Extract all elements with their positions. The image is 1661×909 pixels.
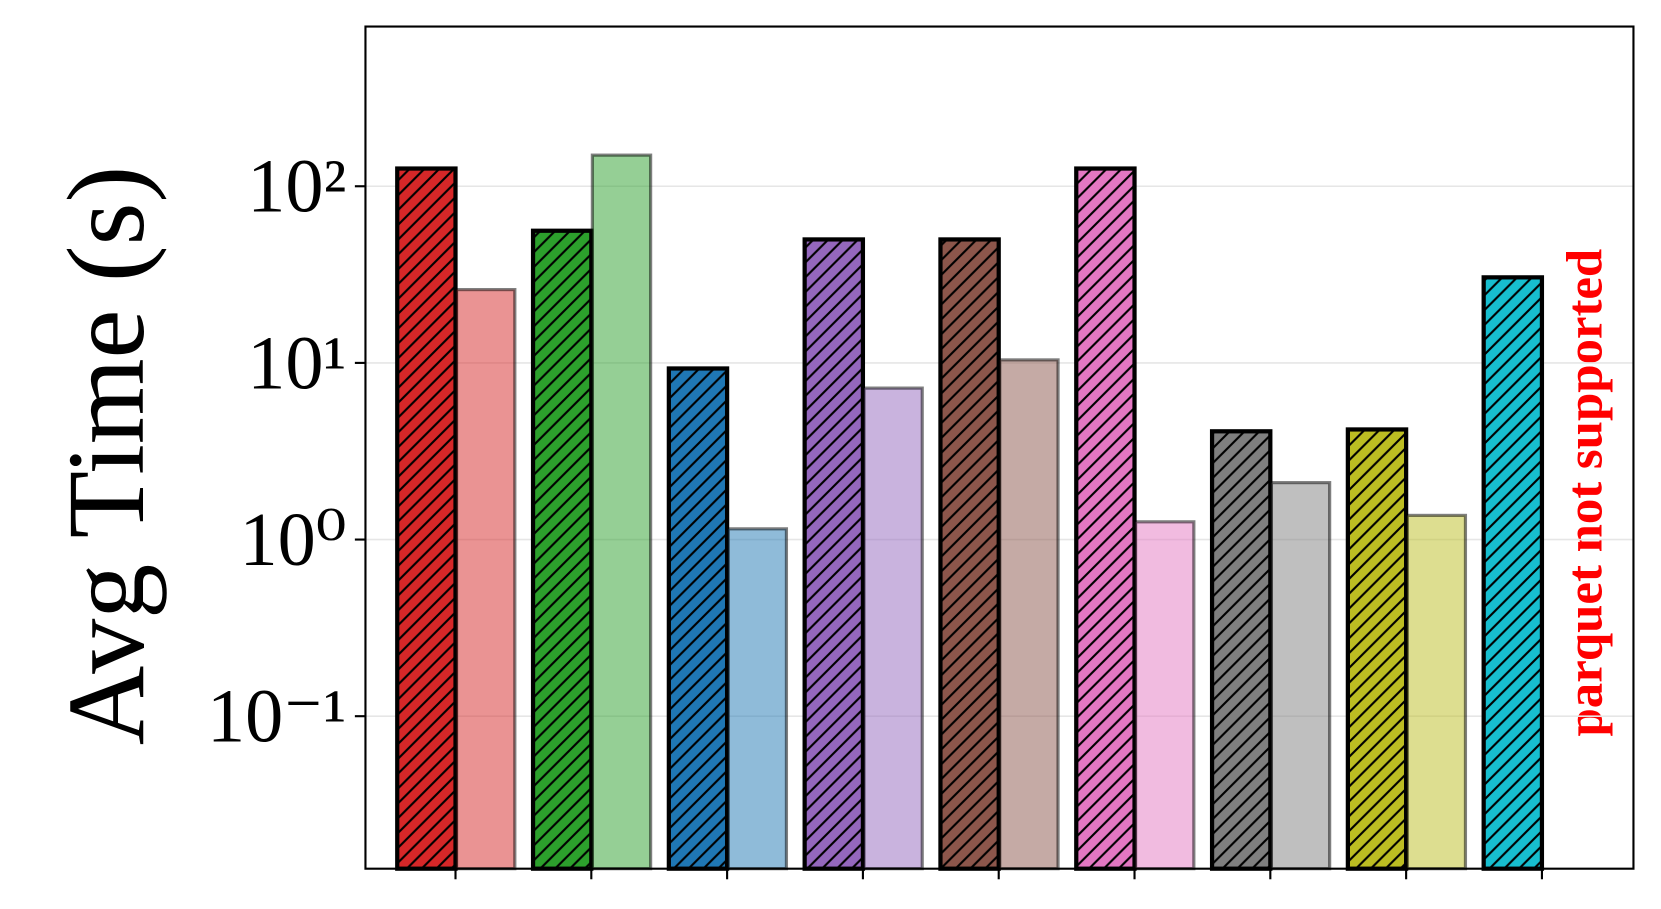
- bar-hatch: [1212, 431, 1271, 869]
- y-axis-label: Avg Time (s): [45, 166, 167, 745]
- bar: [728, 528, 787, 869]
- bar-hatch: [397, 168, 456, 869]
- bar-hatch: [940, 239, 999, 869]
- bar-hatch: [804, 239, 863, 869]
- bar: [1407, 515, 1466, 869]
- y-tick-label: 10²: [247, 145, 346, 229]
- bar-hatch: [1483, 277, 1542, 869]
- y-tick-label: 10¹: [247, 321, 346, 405]
- annotation: parquet not supported: [1557, 249, 1613, 737]
- bar: [456, 289, 515, 869]
- bar: [863, 388, 923, 869]
- y-tick-label: 10⁻¹: [207, 675, 346, 759]
- bar-hatch: [1347, 429, 1407, 869]
- bar: [592, 155, 651, 869]
- bar: [999, 359, 1059, 869]
- bar: [1135, 521, 1194, 869]
- bar-hatch: [1076, 168, 1135, 869]
- y-tick-label: 10⁰: [240, 498, 347, 582]
- bar: [1271, 482, 1330, 869]
- bar-hatch: [533, 230, 592, 869]
- plot-frame: [364, 25, 1635, 870]
- bar-hatch: [668, 368, 728, 869]
